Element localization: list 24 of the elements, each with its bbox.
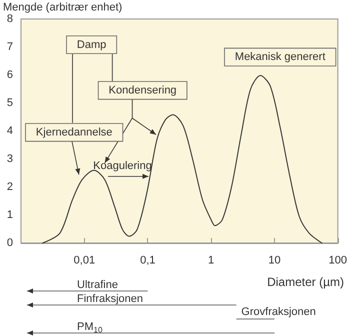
y-tick-label: 2 [6, 181, 13, 193]
x-tick-label: 0,01 [74, 254, 96, 266]
y-axis-title: Mengde (arbitrær enhet) [3, 2, 122, 14]
y-tick-label: 1 [6, 209, 13, 221]
x-axis-title: Diameter (µm) [267, 275, 344, 289]
x-tick-label: 1 [208, 254, 214, 266]
text: Ultrafine [77, 279, 118, 291]
annotation: Kondensering [108, 84, 177, 96]
x-tick-label: 100 [328, 254, 348, 266]
annotation: Kjernedannelse [36, 126, 112, 138]
x-tick-label: 10 [268, 254, 281, 266]
x-tick-label: 0,1 [140, 254, 156, 266]
y-tick-label: 6 [6, 69, 13, 81]
y-tick-label: 7 [6, 41, 13, 53]
annotation: Koagulering [93, 160, 152, 172]
y-tick-label: 4 [6, 125, 13, 137]
y-tick-label: 0 [6, 237, 13, 249]
annotation: Damp [76, 38, 106, 51]
y-tick-label: 3 [6, 153, 13, 165]
y-tick-label: 5 [6, 97, 13, 109]
annotation: Mekanisk generert [234, 51, 326, 64]
text: Grovfraksjonen [241, 306, 316, 318]
text: Finfraksjonen [77, 293, 144, 305]
y-tick-label: 8 [6, 13, 13, 25]
